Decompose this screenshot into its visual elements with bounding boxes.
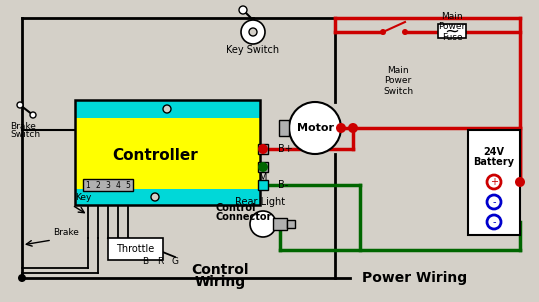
Text: +: + — [490, 177, 498, 187]
Text: -: - — [492, 197, 496, 207]
Text: Main
Power
Fuse: Main Power Fuse — [438, 12, 466, 42]
Bar — [258, 180, 268, 190]
Circle shape — [239, 6, 247, 14]
Text: Connector: Connector — [215, 212, 271, 222]
Circle shape — [249, 28, 257, 36]
Text: Brake: Brake — [10, 122, 36, 131]
Text: -: - — [492, 217, 496, 227]
Bar — [279, 120, 289, 136]
Circle shape — [289, 102, 341, 154]
Circle shape — [163, 105, 171, 113]
Circle shape — [380, 29, 386, 35]
Text: 4: 4 — [115, 181, 120, 189]
Bar — [75, 189, 260, 205]
Text: Motor: Motor — [296, 123, 334, 133]
Text: Control: Control — [191, 263, 249, 277]
Text: Power Wiring: Power Wiring — [362, 271, 467, 285]
Bar — [258, 144, 268, 154]
Text: Main
Power
Switch: Main Power Switch — [383, 66, 413, 96]
Circle shape — [487, 215, 501, 229]
Text: Controller: Controller — [112, 147, 198, 162]
Text: Wiring: Wiring — [195, 275, 246, 289]
Circle shape — [151, 193, 159, 201]
Circle shape — [487, 175, 501, 189]
Circle shape — [30, 112, 36, 118]
Circle shape — [17, 102, 23, 108]
Circle shape — [336, 123, 346, 133]
Text: 1: 1 — [86, 181, 91, 189]
Text: B+: B+ — [278, 144, 293, 154]
Circle shape — [18, 274, 26, 282]
Circle shape — [250, 211, 276, 237]
Text: Switch: Switch — [10, 130, 40, 139]
Text: M: M — [259, 173, 267, 183]
Circle shape — [487, 195, 501, 209]
Bar — [287, 220, 295, 228]
Bar — [83, 179, 133, 191]
Bar — [75, 100, 260, 205]
Circle shape — [402, 29, 408, 35]
Circle shape — [348, 123, 358, 133]
Text: Brake: Brake — [53, 228, 79, 237]
Text: Rear Light: Rear Light — [235, 197, 285, 207]
Text: Control: Control — [215, 203, 255, 213]
Text: G: G — [171, 258, 178, 266]
Circle shape — [258, 162, 268, 172]
Bar — [468, 130, 520, 235]
Bar — [273, 218, 287, 230]
Bar — [438, 24, 466, 38]
Text: Throttle: Throttle — [116, 244, 154, 254]
Text: Key Switch: Key Switch — [226, 45, 280, 55]
Text: ~: ~ — [445, 23, 460, 41]
Text: B-: B- — [278, 180, 288, 190]
Text: 24V: 24V — [483, 147, 505, 157]
Text: 3: 3 — [106, 181, 110, 189]
Text: Key: Key — [75, 193, 92, 202]
Bar — [258, 162, 268, 172]
Text: 5: 5 — [126, 181, 130, 189]
Bar — [75, 118, 260, 189]
Text: Battery: Battery — [473, 157, 515, 167]
Bar — [108, 238, 163, 260]
Text: R: R — [157, 258, 163, 266]
Circle shape — [258, 144, 268, 154]
Circle shape — [515, 177, 525, 187]
Bar — [75, 100, 260, 118]
Text: 2: 2 — [95, 181, 100, 189]
Circle shape — [241, 20, 265, 44]
Text: B: B — [142, 258, 148, 266]
